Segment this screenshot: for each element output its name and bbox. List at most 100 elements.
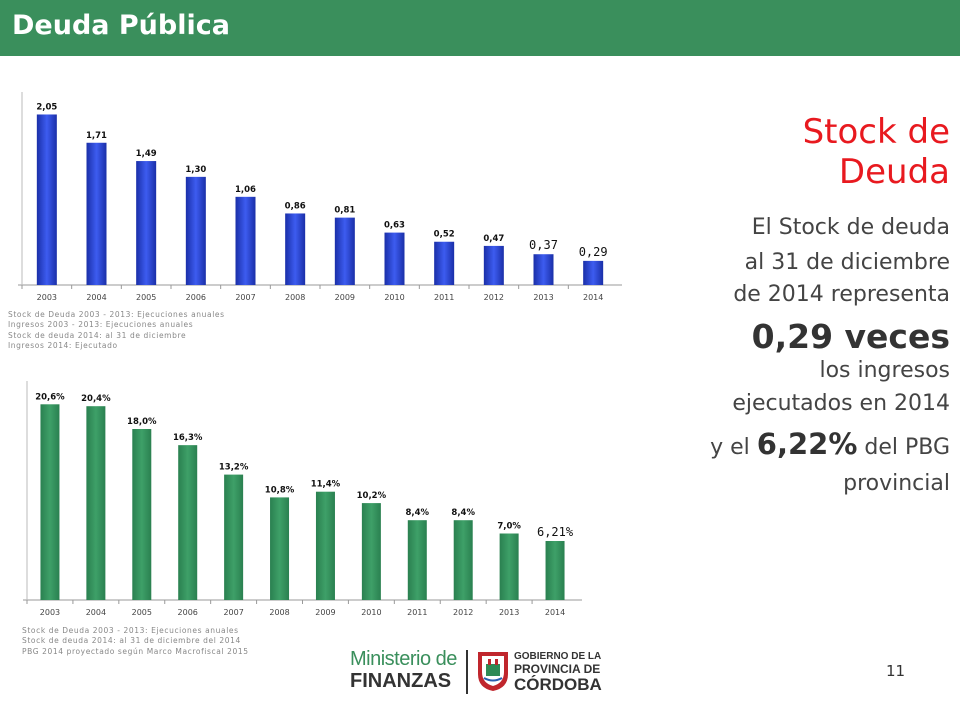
x-tick-label: 2008 bbox=[285, 293, 305, 302]
bar bbox=[384, 232, 405, 285]
bar bbox=[36, 114, 57, 286]
side-line: ejecutados en 2014 bbox=[732, 391, 950, 416]
ministerio-logo: Ministerio de FINANZAS bbox=[350, 648, 460, 692]
source-note: Stock de Deuda 2003 - 2013: Ejecuciones … bbox=[8, 310, 225, 319]
debt-pbg-chart: 2003 20,6% 2004 20,4% 2005 18,0% 2006 16,3% 2007… bbox=[23, 381, 582, 617]
data-label: 0,52 bbox=[434, 230, 455, 240]
data-label: 0,29 bbox=[579, 245, 608, 259]
source-note: Stock de Deuda 2003 - 2013: Ejecuciones … bbox=[22, 626, 239, 635]
debt-ratio-source-notes: Stock de Deuda 2003 - 2013: Ejecuciones … bbox=[8, 310, 225, 352]
header-bar: Deuda Pública bbox=[0, 0, 960, 56]
x-tick-label: 2006 bbox=[178, 608, 198, 617]
data-label: 2,05 bbox=[36, 102, 57, 112]
page-title: Deuda Pública bbox=[12, 10, 230, 41]
x-tick-label: 2006 bbox=[186, 293, 206, 302]
x-tick-label: 2003 bbox=[37, 293, 57, 302]
x-tick-label: 2009 bbox=[315, 608, 335, 617]
side-line: de 2014 representa bbox=[733, 282, 950, 307]
data-label: 8,4% bbox=[406, 508, 430, 518]
x-tick-label: 2007 bbox=[223, 608, 243, 617]
gobierno-logo-line1: GOBIERNO DE LA bbox=[514, 651, 602, 662]
x-tick-label: 2013 bbox=[533, 293, 553, 302]
bar bbox=[185, 176, 206, 285]
x-tick-label: 2010 bbox=[384, 293, 404, 302]
x-tick-label: 2014 bbox=[583, 293, 603, 302]
debt-ratio-chart: 2003 2,05 2004 1,71 2005 1,49 2006 1,30 2007 1,06… bbox=[18, 92, 622, 302]
bar bbox=[499, 533, 519, 600]
debt-pbg-source-notes: Stock de Deuda 2003 - 2013: Ejecuciones … bbox=[22, 626, 249, 657]
data-label: 1,49 bbox=[136, 149, 157, 159]
data-label: 20,4% bbox=[81, 394, 111, 404]
bar bbox=[407, 520, 427, 600]
ministerio-logo-line2: FINANZAS bbox=[350, 670, 452, 692]
data-label: 10,2% bbox=[357, 491, 387, 501]
gobierno-logo-line2: PROVINCIA DE bbox=[514, 662, 601, 676]
data-label: 1,71 bbox=[86, 131, 107, 141]
bar bbox=[583, 260, 604, 285]
data-label: 0,47 bbox=[483, 234, 504, 244]
source-note: Ingresos 2003 - 2013: Ejecuciones anuale… bbox=[8, 320, 194, 330]
bar bbox=[132, 429, 152, 600]
x-tick-label: 2010 bbox=[361, 608, 381, 617]
x-tick-label: 2012 bbox=[484, 293, 504, 302]
data-label: 1,06 bbox=[235, 185, 256, 195]
bar bbox=[285, 213, 306, 285]
side-title: Stock de Deuda bbox=[650, 112, 950, 192]
side-line: al 31 de diciembre bbox=[744, 250, 950, 275]
data-label: 20,6% bbox=[35, 392, 65, 402]
bar bbox=[40, 404, 60, 600]
data-label: 11,4% bbox=[311, 480, 341, 490]
data-label: 13,2% bbox=[219, 463, 249, 473]
bar bbox=[533, 254, 554, 285]
side-line: provincial bbox=[843, 471, 950, 496]
x-tick-label: 2003 bbox=[40, 608, 60, 617]
bar bbox=[86, 406, 106, 600]
data-label: 18,0% bbox=[127, 417, 157, 427]
ministerio-logo-line1: Ministerio de bbox=[350, 648, 457, 670]
source-note: Stock de deuda 2014: al 31 de diciembre … bbox=[22, 636, 241, 646]
data-label: 0,37 bbox=[529, 238, 558, 252]
page-number: 11 bbox=[886, 662, 906, 680]
bar bbox=[361, 503, 381, 600]
x-tick-label: 2012 bbox=[453, 608, 473, 617]
data-label: 0,63 bbox=[384, 221, 405, 231]
bar bbox=[86, 142, 107, 285]
side-line-post: del PBG bbox=[857, 435, 950, 460]
side-title-line: Deuda bbox=[838, 152, 950, 192]
data-label: 1,30 bbox=[185, 165, 206, 175]
data-label: 10,8% bbox=[265, 485, 295, 495]
cordoba-coat-of-arms-icon bbox=[478, 652, 508, 691]
x-tick-label: 2005 bbox=[132, 608, 152, 617]
x-tick-label: 2011 bbox=[434, 293, 454, 302]
bar bbox=[270, 497, 290, 600]
x-tick-label: 2005 bbox=[136, 293, 156, 302]
side-line: los ingresos bbox=[819, 358, 950, 383]
data-label: 0,81 bbox=[334, 206, 355, 216]
bar bbox=[453, 520, 473, 600]
side-line-pre: y el bbox=[710, 435, 757, 460]
gobierno-logo-line3: CÓRDOBA bbox=[514, 675, 602, 694]
side-line-pbg: y el 6,22% del PBG bbox=[650, 426, 950, 466]
data-label: 7,0% bbox=[497, 522, 521, 532]
source-note: Ingresos 2014: Ejecutado bbox=[8, 341, 118, 351]
x-tick-label: 2009 bbox=[335, 293, 355, 302]
side-description: El Stock de deuda al 31 de diciembre de … bbox=[650, 214, 950, 498]
x-tick-label: 2004 bbox=[86, 608, 106, 617]
x-tick-label: 2014 bbox=[545, 608, 565, 617]
logo-divider bbox=[466, 650, 468, 694]
data-label: 0,86 bbox=[285, 201, 306, 211]
bar bbox=[136, 161, 157, 285]
bar bbox=[224, 474, 244, 600]
source-note: Stock de deuda 2014: al 31 de diciembre bbox=[8, 330, 187, 340]
bar bbox=[545, 541, 565, 600]
gobierno-cordoba-logo: GOBIERNO DE LA PROVINCIA DE CÓRDOBA bbox=[514, 651, 602, 694]
side-highlight-pct: 6,22% bbox=[756, 427, 858, 461]
x-tick-label: 2011 bbox=[407, 608, 427, 617]
bar bbox=[235, 196, 256, 285]
bar bbox=[178, 445, 198, 600]
data-label: 8,4% bbox=[451, 508, 475, 518]
bar bbox=[434, 241, 455, 285]
x-tick-label: 2007 bbox=[235, 293, 255, 302]
x-tick-label: 2008 bbox=[269, 608, 289, 617]
side-title-line: Stock de bbox=[802, 112, 950, 152]
